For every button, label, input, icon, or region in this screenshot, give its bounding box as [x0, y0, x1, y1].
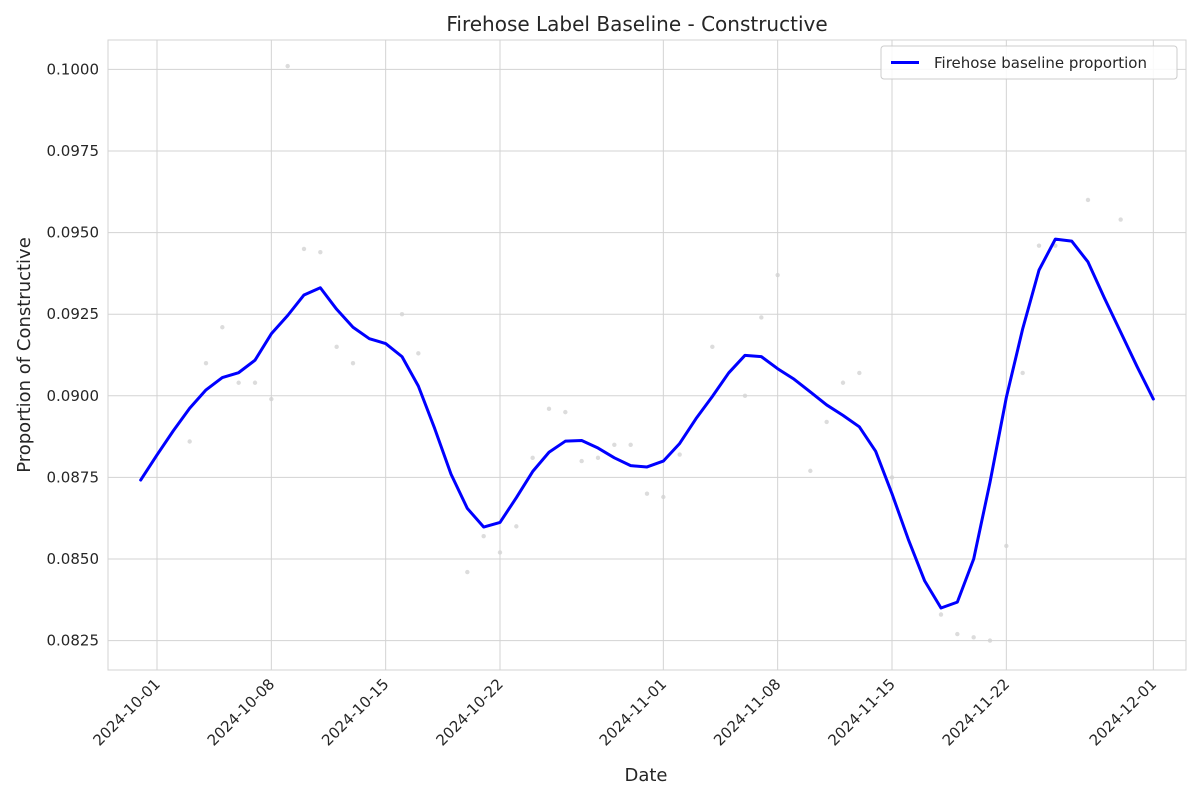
scatter-point: [269, 396, 274, 402]
scatter-point: [579, 458, 584, 464]
y-tick-label: 0.0950: [47, 224, 100, 242]
scatter-point: [318, 249, 323, 255]
scatter-point: [955, 631, 960, 637]
scatter-layer: [187, 63, 1123, 643]
x-tick-label: 2024-11-08: [710, 675, 784, 749]
scatter-point: [416, 351, 421, 356]
chart-title: Firehose Label Baseline - Constructive: [446, 12, 827, 36]
scatter-point: [1053, 243, 1058, 248]
y-tick-label: 0.0875: [47, 468, 100, 486]
y-tick-label: 0.0900: [47, 387, 100, 405]
scatter-point: [628, 442, 633, 447]
scatter-point: [563, 409, 568, 415]
scatter-point: [236, 380, 241, 385]
x-tick-label: 2024-10-22: [432, 675, 506, 749]
x-tick-label: 2024-11-15: [824, 675, 898, 749]
x-tick-label: 2024-11-22: [939, 675, 1013, 749]
x-tick-label: 2024-10-01: [89, 675, 163, 749]
scatter-point: [203, 360, 209, 366]
scatter-point: [530, 455, 535, 461]
scatter-point: [465, 569, 470, 575]
scatter-point: [220, 325, 225, 330]
scatter-point: [661, 494, 666, 500]
grid-layer: [108, 40, 1186, 670]
series-layer: [139, 237, 1155, 610]
y-tick-label: 0.0825: [47, 632, 100, 650]
scatter-point: [252, 380, 258, 385]
x-tick-labels: 2024-10-01 2024-10-08 2024-10-15 2024-10-22…: [89, 675, 1160, 749]
scatter-point: [1085, 197, 1091, 203]
scatter-point: [187, 439, 192, 444]
scatter-point: [595, 455, 601, 461]
y-tick-label: 0.0975: [47, 142, 100, 160]
y-axis-title: Proportion of Constructive: [14, 237, 35, 473]
x-tick-label: 2024-10-15: [318, 675, 392, 749]
y-tick-labels: 0.0825 0.0850 0.0875 0.0900 0.0925 0.0950 0.09…: [47, 60, 100, 649]
x-tick-label: 2024-11-01: [596, 675, 670, 749]
scatter-point: [497, 550, 503, 555]
legend-box: [880, 45, 1178, 80]
scatter-point: [971, 635, 976, 640]
legend: Firehose baseline proportion: [880, 45, 1178, 80]
scatter-point: [612, 442, 617, 447]
scatter-point: [938, 612, 944, 617]
scatter-point: [1020, 370, 1025, 376]
x-tick-label: 2024-10-08: [204, 675, 278, 749]
scatter-point: [399, 311, 405, 317]
scatter-point: [759, 315, 764, 320]
scatter-point: [857, 370, 862, 376]
scatter-point: [840, 380, 846, 385]
y-tick-label: 0.0925: [47, 305, 100, 323]
scatter-point: [301, 246, 307, 252]
scatter-point: [775, 272, 780, 278]
scatter-point: [546, 406, 552, 412]
scatter-point: [987, 638, 993, 643]
x-tick-label: 2024-12-01: [1086, 675, 1160, 749]
scatter-point: [350, 360, 356, 366]
scatter-point: [481, 533, 486, 539]
legend-label: Firehose baseline proportion: [934, 54, 1147, 72]
scatter-point: [644, 491, 650, 496]
scatter-point: [285, 63, 290, 69]
scatter-point: [889, 475, 895, 480]
plot-frame: [107, 39, 1187, 671]
x-axis-title: Date: [624, 765, 667, 786]
scatter-point: [1118, 217, 1123, 222]
scatter-point: [1004, 543, 1009, 549]
y-tick-label: 0.0850: [47, 550, 100, 568]
scatter-point: [824, 419, 829, 425]
scatter-point: [1036, 243, 1042, 248]
scatter-point: [808, 468, 813, 474]
scatter-point: [677, 452, 682, 457]
scatter-point: [710, 344, 715, 350]
scatter-point: [514, 524, 519, 529]
scatter-point: [334, 344, 339, 350]
scatter-point: [742, 393, 748, 399]
plot-border: [107, 39, 1187, 671]
series-line: [139, 237, 1155, 610]
y-tick-label: 0.1000: [47, 60, 100, 78]
